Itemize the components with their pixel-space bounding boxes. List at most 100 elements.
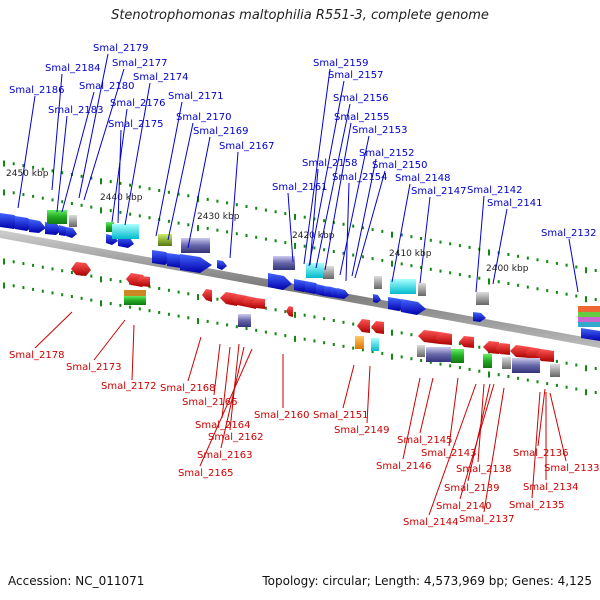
gene-label: Smal_2179 bbox=[93, 43, 148, 54]
track-tick bbox=[22, 164, 25, 168]
track-tick bbox=[420, 237, 423, 240]
leader-line bbox=[537, 388, 546, 447]
leader-line bbox=[83, 68, 125, 201]
track-tick bbox=[61, 269, 64, 273]
gene-label: Smal_2162 bbox=[208, 432, 263, 443]
track-tick bbox=[410, 357, 413, 361]
track-tick bbox=[226, 201, 229, 205]
track-tick bbox=[478, 276, 481, 280]
track-tick bbox=[235, 203, 238, 207]
track-tick bbox=[32, 263, 35, 267]
track-tick bbox=[70, 295, 73, 298]
track-tick bbox=[51, 198, 54, 202]
track-tick bbox=[449, 271, 452, 275]
track-tick bbox=[216, 297, 219, 301]
track-tick bbox=[51, 267, 54, 271]
track-tick bbox=[129, 183, 132, 187]
track-tick bbox=[80, 174, 83, 178]
track-tick bbox=[429, 267, 432, 271]
track-tick bbox=[80, 203, 83, 207]
track-tick bbox=[361, 255, 364, 259]
track-tick bbox=[526, 256, 529, 260]
gene-arrow bbox=[510, 345, 530, 358]
bottom-gene-labels: Smal_2178 Smal_2173 Smal_2172 Smal_2168 … bbox=[9, 350, 599, 528]
track-tick bbox=[158, 311, 161, 314]
gene-arrow bbox=[286, 306, 293, 317]
track-tick bbox=[478, 369, 481, 373]
track-tick bbox=[594, 298, 597, 301]
track-tick bbox=[555, 290, 558, 294]
leader-line bbox=[199, 348, 253, 467]
reverse-genes bbox=[71, 262, 554, 362]
gene-label: Smal_2165 bbox=[178, 468, 233, 479]
gene-label: Smal_2152 bbox=[359, 148, 414, 159]
leader-line bbox=[187, 136, 211, 249]
track-tick bbox=[235, 325, 238, 329]
track-tick bbox=[216, 228, 219, 232]
track-tick bbox=[148, 187, 151, 191]
track-tick bbox=[70, 271, 73, 274]
track-tick bbox=[400, 331, 403, 335]
leader-line bbox=[309, 168, 319, 266]
track-tick bbox=[488, 249, 490, 256]
track-tick bbox=[458, 244, 461, 248]
gene-label: Smal_2149 bbox=[334, 425, 389, 436]
track-tick bbox=[216, 199, 219, 203]
gene-label: Smal_2186 bbox=[9, 85, 64, 96]
track-tick bbox=[342, 251, 345, 255]
gene-label: Smal_2150 bbox=[372, 160, 427, 171]
track-tick bbox=[303, 337, 306, 341]
topology-text: Topology: circular; Length: 4,573,969 bp… bbox=[262, 574, 592, 588]
track-tick bbox=[3, 189, 5, 196]
leader-line bbox=[345, 182, 350, 282]
track-tick bbox=[565, 361, 568, 365]
leader-line bbox=[78, 53, 109, 199]
track-tick bbox=[12, 162, 15, 166]
leader-line bbox=[339, 135, 370, 276]
track-tick bbox=[138, 214, 141, 218]
leader-line bbox=[448, 377, 459, 447]
leader-line bbox=[428, 383, 477, 516]
leader-line bbox=[131, 324, 135, 381]
track-tick bbox=[90, 274, 93, 278]
track-tick bbox=[517, 376, 520, 380]
track-tick bbox=[109, 209, 112, 213]
track-tick bbox=[90, 176, 93, 180]
track-tick bbox=[109, 180, 112, 184]
bottom-leader-lines bbox=[34, 311, 567, 516]
gene-label: Smal_2172 bbox=[101, 381, 156, 392]
track-tick bbox=[187, 194, 190, 198]
gene-label: Smal_2176 bbox=[110, 98, 165, 109]
track-tick bbox=[22, 286, 25, 290]
gene-label: Smal_2184 bbox=[45, 63, 100, 74]
track-tick bbox=[41, 167, 44, 171]
track-tick bbox=[100, 300, 102, 307]
track-tick bbox=[429, 238, 432, 242]
track-tick bbox=[148, 216, 151, 220]
track-tick bbox=[517, 254, 520, 258]
track-tick bbox=[274, 332, 277, 336]
track-tick bbox=[536, 287, 539, 291]
track-tick bbox=[488, 278, 490, 285]
gene-label: Smal_2142 bbox=[467, 185, 522, 196]
leader-line bbox=[483, 387, 505, 513]
gene-label: Smal_2134 bbox=[523, 482, 578, 493]
track-tick bbox=[381, 258, 384, 262]
gene-arrow bbox=[418, 330, 440, 344]
gene-label: Smal_2138 bbox=[456, 464, 511, 475]
kbp-tick-2410: 2410 kbp bbox=[389, 249, 432, 259]
gene-label: Smal_2175 bbox=[108, 119, 163, 130]
leader-line bbox=[229, 151, 239, 259]
gene-label: Smal_2140 bbox=[436, 501, 491, 512]
gene-arrow bbox=[483, 341, 499, 354]
track-tick bbox=[400, 233, 403, 237]
track-tick bbox=[575, 294, 578, 298]
gene-label: Smal_2141 bbox=[487, 198, 542, 209]
track-tick bbox=[371, 228, 374, 232]
track-tick bbox=[488, 371, 490, 378]
gene-label: Smal_2136 bbox=[513, 448, 568, 459]
gene-label: Smal_2171 bbox=[168, 91, 223, 102]
track-tick bbox=[410, 264, 413, 268]
track-tick bbox=[167, 190, 170, 194]
